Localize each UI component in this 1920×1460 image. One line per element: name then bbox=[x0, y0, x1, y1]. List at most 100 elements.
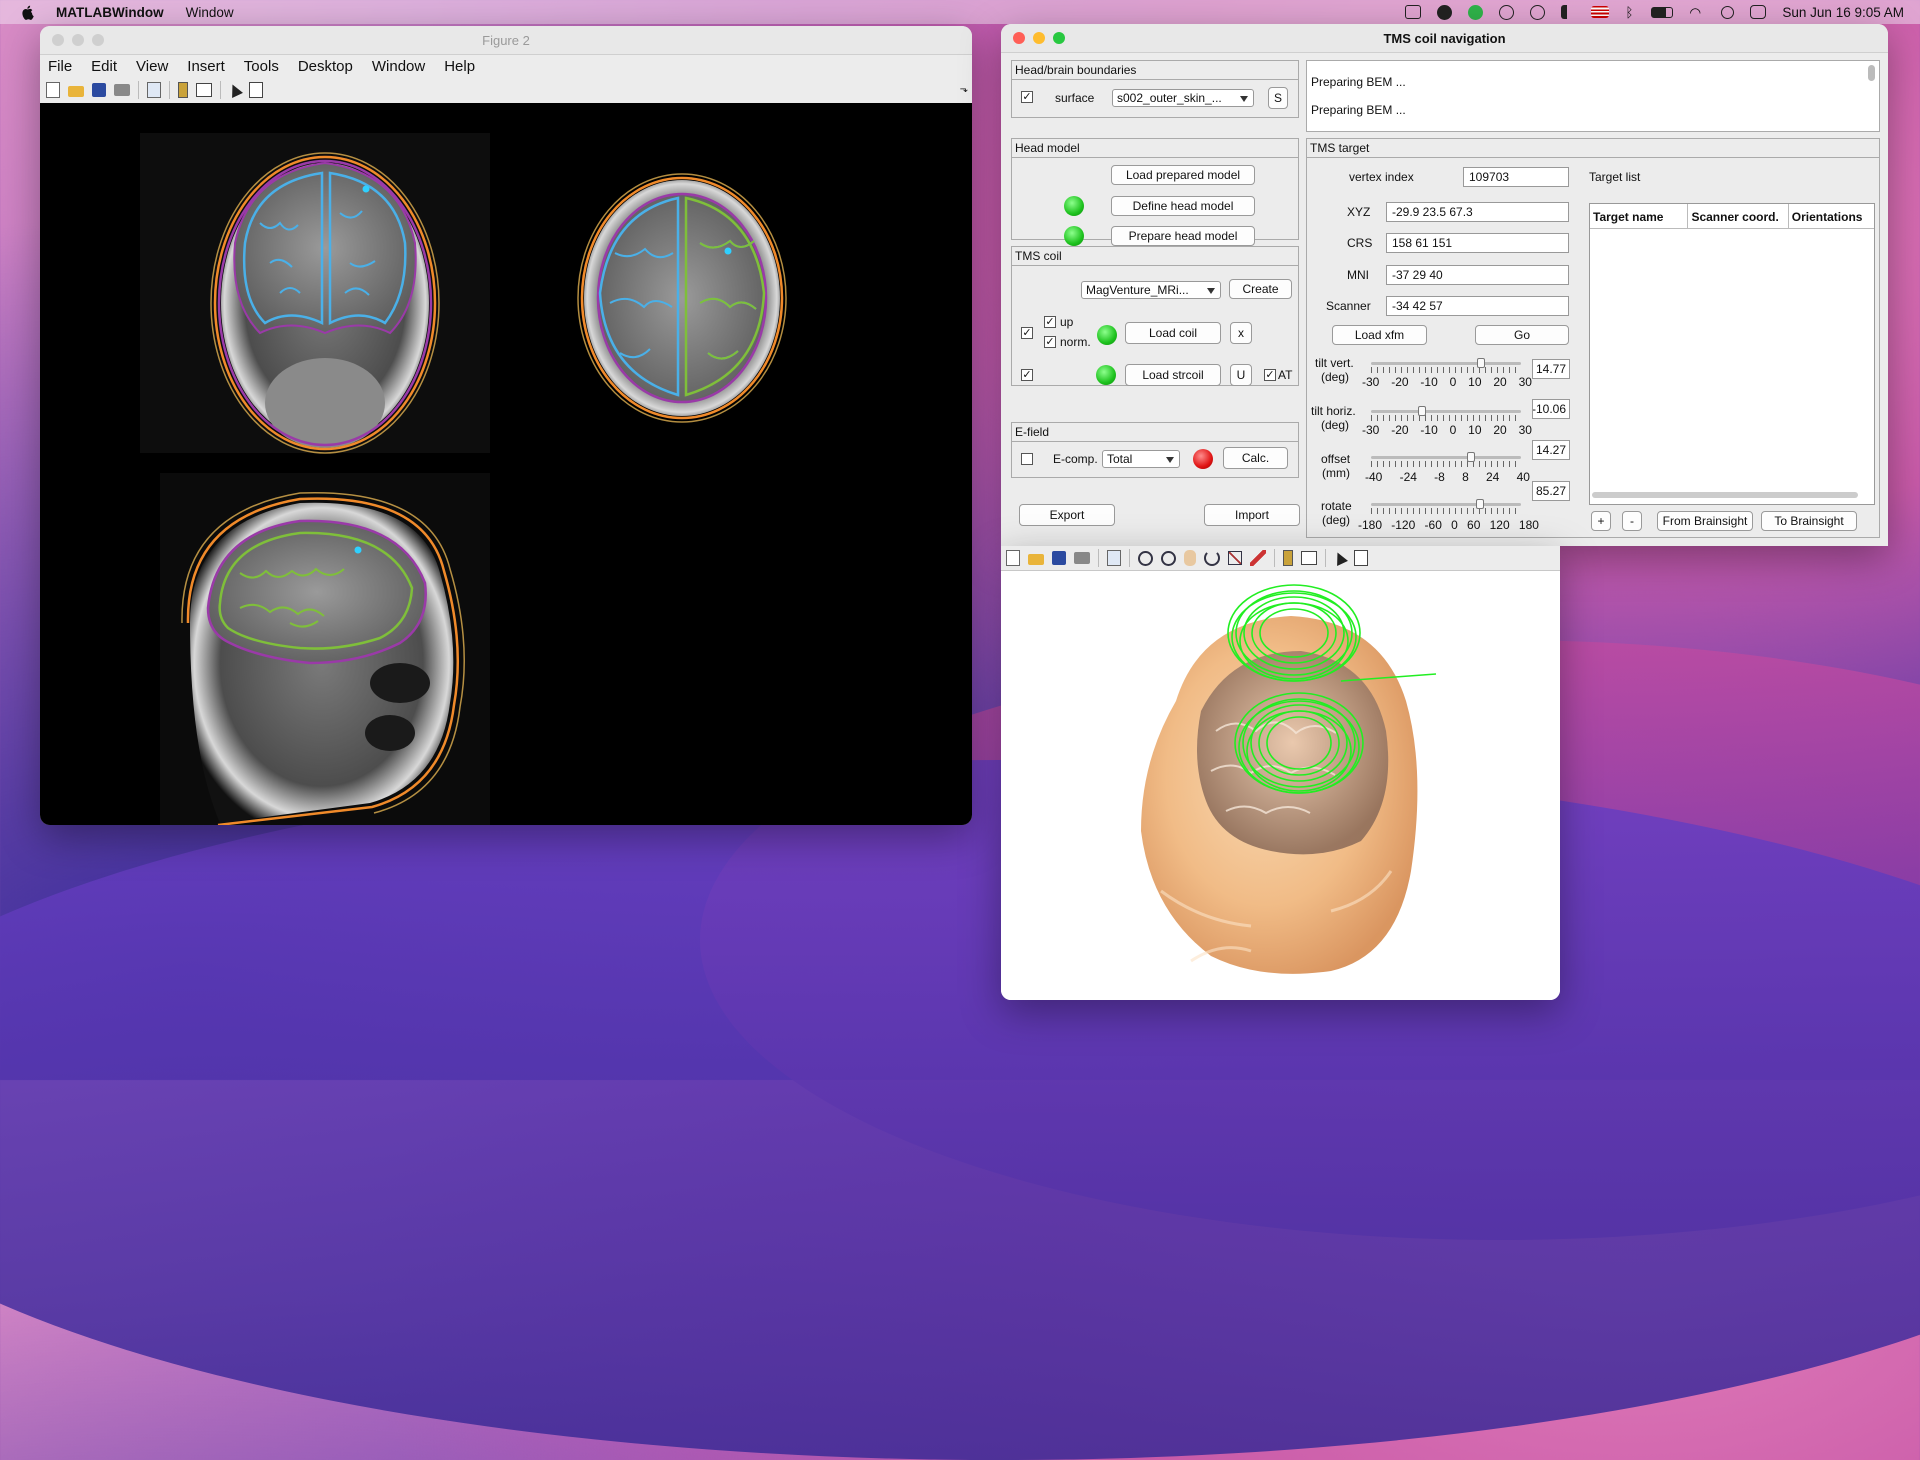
u-button[interactable]: U bbox=[1230, 364, 1252, 386]
new-figure-icon[interactable] bbox=[1006, 550, 1020, 566]
display-icon[interactable] bbox=[1405, 5, 1422, 19]
tilt-vert-slider[interactable] bbox=[1371, 358, 1521, 373]
rotate-thumb[interactable] bbox=[1475, 499, 1484, 509]
offset-thumb[interactable] bbox=[1467, 452, 1476, 462]
property-inspector-icon[interactable] bbox=[249, 82, 263, 98]
zoom-window-button[interactable] bbox=[1053, 32, 1065, 44]
surface-checkbox[interactable]: ✓ bbox=[1021, 91, 1033, 103]
menu-desktop[interactable]: Desktop bbox=[297, 57, 353, 75]
menu-edit[interactable]: Edit bbox=[91, 57, 118, 75]
column-header[interactable]: Target name bbox=[1590, 204, 1689, 228]
link-plot-icon[interactable] bbox=[147, 82, 161, 98]
tilt-horiz-thumb[interactable] bbox=[1418, 406, 1427, 416]
tilt-horiz-slider[interactable] bbox=[1371, 406, 1521, 421]
legend-icon[interactable] bbox=[196, 83, 212, 97]
calc-button[interactable]: Calc. bbox=[1223, 447, 1288, 469]
offset-slider[interactable] bbox=[1371, 452, 1521, 467]
add-target-button[interactable]: + bbox=[1591, 511, 1611, 531]
menubar-app-name[interactable]: MATLABWindow bbox=[56, 4, 164, 20]
edit-plot-pointer-icon[interactable] bbox=[1332, 550, 1348, 566]
figure2-titlebar[interactable]: Figure 2 bbox=[40, 26, 972, 55]
legend-icon[interactable] bbox=[1301, 551, 1317, 565]
time-machine-icon[interactable] bbox=[1499, 4, 1515, 20]
wifi-icon[interactable]: ◠ bbox=[1689, 5, 1702, 20]
3d-head-canvas[interactable] bbox=[1001, 571, 1560, 1000]
play-icon[interactable] bbox=[1530, 4, 1546, 20]
xyz-input[interactable]: -29.9 23.5 67.3 bbox=[1386, 202, 1569, 222]
us-flag-icon[interactable] bbox=[1591, 6, 1610, 18]
menubar-window[interactable]: Window bbox=[185, 4, 234, 20]
spotlight-search-icon[interactable] bbox=[1721, 5, 1735, 19]
load-coil-button[interactable]: Load coil bbox=[1125, 322, 1221, 344]
brush-icon[interactable] bbox=[1250, 550, 1266, 566]
battery-icon[interactable] bbox=[1651, 6, 1674, 18]
mni-input[interactable]: -37 29 40 bbox=[1386, 265, 1569, 285]
bluetooth-icon[interactable]: ᛒ bbox=[1625, 5, 1634, 20]
tilt-horiz-value[interactable]: -10.06 bbox=[1532, 399, 1570, 419]
norm-checkbox[interactable]: ✓ bbox=[1044, 336, 1056, 348]
column-header[interactable]: Orientations bbox=[1791, 210, 1863, 224]
menu-insert[interactable]: Insert bbox=[187, 57, 225, 75]
to-brainsight-button[interactable]: To Brainsight bbox=[1761, 511, 1857, 531]
menu-help[interactable]: Help bbox=[444, 57, 476, 75]
grammarly-icon[interactable] bbox=[1468, 4, 1484, 20]
column-header[interactable]: Scanner coord. bbox=[1688, 204, 1789, 228]
minimize-window-button[interactable] bbox=[1033, 32, 1045, 44]
pan-hand-icon[interactable] bbox=[1184, 550, 1196, 566]
log-scrollbar[interactable] bbox=[1868, 65, 1875, 81]
define-head-model-button[interactable]: Define head model bbox=[1111, 196, 1255, 216]
surface-dropdown[interactable]: s002_outer_skin_... bbox=[1112, 89, 1254, 107]
print-icon[interactable] bbox=[114, 84, 130, 96]
scanner-input[interactable]: -34 42 57 bbox=[1386, 296, 1569, 316]
close-window-button[interactable] bbox=[1013, 32, 1025, 44]
crs-input[interactable]: 158 61 151 bbox=[1386, 233, 1569, 253]
data-cursor-icon[interactable] bbox=[1228, 551, 1242, 565]
up-checkbox[interactable]: ✓ bbox=[1044, 316, 1056, 328]
remove-target-button[interactable]: - bbox=[1622, 511, 1642, 531]
zoom-window-button[interactable] bbox=[92, 34, 104, 46]
minimize-window-button[interactable] bbox=[72, 34, 84, 46]
menu-view[interactable]: View bbox=[136, 57, 169, 75]
rotate-3d-icon[interactable] bbox=[1204, 550, 1220, 566]
rotate-slider[interactable] bbox=[1371, 499, 1521, 514]
e-field-checkbox[interactable] bbox=[1021, 453, 1033, 465]
s-button[interactable]: S bbox=[1268, 87, 1288, 109]
target-list-table[interactable]: Target name Scanner coord. Orientations bbox=[1589, 203, 1875, 505]
vertex-index-input[interactable]: 109703 bbox=[1463, 167, 1569, 187]
volume-icon[interactable] bbox=[1561, 5, 1575, 19]
at-checkbox[interactable]: ✓ bbox=[1264, 369, 1276, 381]
control-center-icon[interactable] bbox=[1750, 5, 1767, 19]
rotate-value[interactable]: 85.27 bbox=[1532, 481, 1570, 501]
property-inspector-icon[interactable] bbox=[1354, 550, 1368, 566]
zoom-in-icon[interactable] bbox=[1138, 550, 1153, 566]
link-plot-icon[interactable] bbox=[1107, 550, 1121, 566]
prepare-head-model-button[interactable]: Prepare head model bbox=[1111, 226, 1255, 246]
import-button[interactable]: Import bbox=[1204, 504, 1300, 526]
new-figure-icon[interactable] bbox=[46, 82, 60, 98]
ecomp-dropdown[interactable]: Total bbox=[1102, 450, 1180, 468]
save-icon[interactable] bbox=[92, 83, 106, 97]
from-brainsight-button[interactable]: From Brainsight bbox=[1657, 511, 1753, 531]
tms-titlebar[interactable]: TMS coil navigation bbox=[1001, 24, 1888, 53]
colorbar-icon[interactable] bbox=[178, 82, 188, 98]
apple-logo-icon[interactable] bbox=[20, 4, 36, 20]
export-button[interactable]: Export bbox=[1019, 504, 1115, 526]
print-icon[interactable] bbox=[1074, 552, 1090, 564]
go-button[interactable]: Go bbox=[1475, 325, 1569, 345]
save-icon[interactable] bbox=[1052, 551, 1066, 565]
load-prepared-model-button[interactable]: Load prepared model bbox=[1111, 165, 1255, 185]
coil-model-dropdown[interactable]: MagVenture_MRi... bbox=[1081, 281, 1221, 299]
mri-slices-canvas[interactable] bbox=[40, 103, 972, 825]
coil-visible-checkbox[interactable]: ✓ bbox=[1021, 327, 1033, 339]
menubar-datetime[interactable]: Sun Jun 16 9:05 AM bbox=[1782, 4, 1904, 20]
tilt-vert-thumb[interactable] bbox=[1476, 358, 1485, 368]
load-strcoil-button[interactable]: Load strcoil bbox=[1125, 364, 1221, 386]
horizontal-scrollbar[interactable] bbox=[1592, 492, 1858, 498]
colorbar-icon[interactable] bbox=[1283, 550, 1293, 566]
open-file-icon[interactable] bbox=[1028, 554, 1044, 565]
zoom-out-icon[interactable] bbox=[1161, 550, 1176, 566]
creative-cloud-icon[interactable] bbox=[1437, 4, 1453, 20]
open-file-icon[interactable] bbox=[68, 86, 84, 97]
toolbar-dock-icon[interactable]: ⬎ bbox=[959, 84, 968, 95]
close-window-button[interactable] bbox=[52, 34, 64, 46]
